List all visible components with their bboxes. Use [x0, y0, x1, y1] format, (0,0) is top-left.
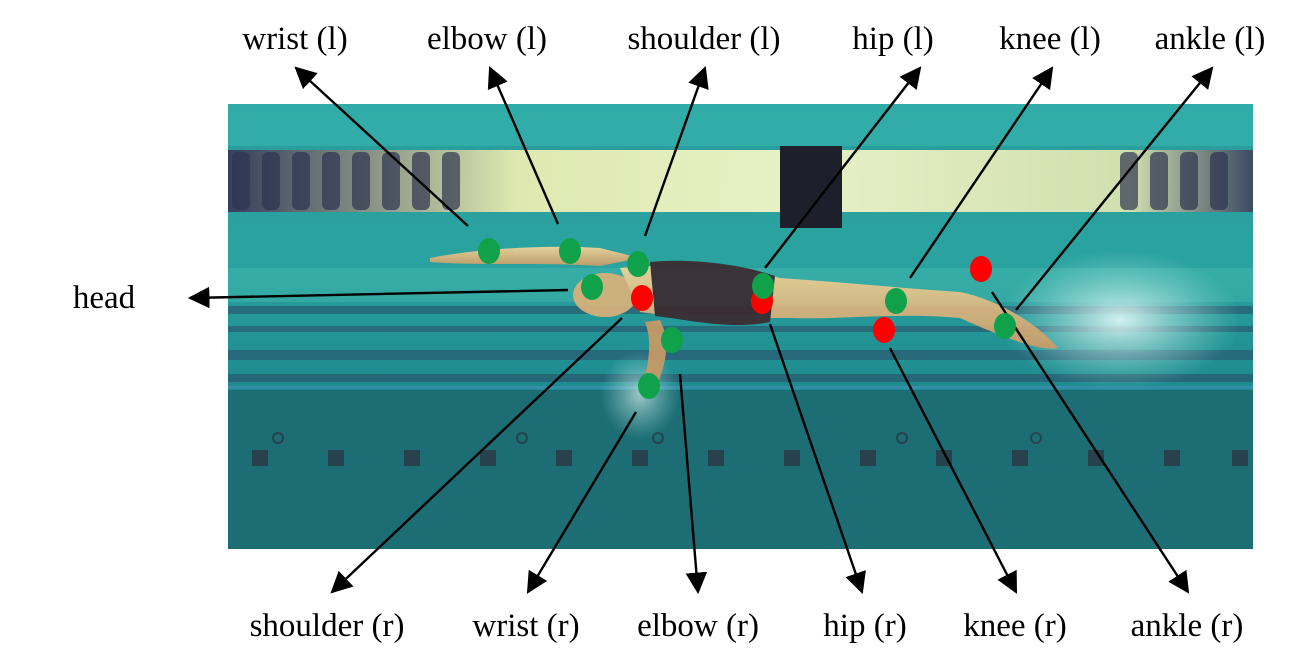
keypoint-shoulder-r — [631, 285, 653, 311]
keypoint-ankle-l — [994, 313, 1016, 339]
arrow-knee-r — [888, 347, 1018, 594]
keypoint-wrist-l — [478, 238, 500, 264]
arrow-knee-l — [909, 66, 1054, 279]
arrow-hip-r — [768, 323, 866, 595]
kick-splash — [1000, 250, 1240, 390]
label-hip-l: hip (l) — [852, 21, 934, 57]
lane-rope — [228, 150, 1253, 212]
arrow-hip-l — [764, 66, 922, 269]
keypoint-shoulder-l — [627, 251, 649, 277]
arrow-wrist-r — [526, 411, 638, 594]
arrow-ankle-l — [1015, 66, 1214, 311]
lane-rope-floats — [232, 152, 1228, 210]
label-wrist-r: wrist (r) — [472, 608, 579, 644]
keypoint-knee-r — [873, 317, 895, 343]
arrow-ankle-r — [990, 291, 1190, 594]
keypoints — [478, 238, 1016, 399]
label-elbow-l: elbow (l) — [427, 21, 547, 57]
label-shoulder-l: shoulder (l) — [627, 21, 780, 57]
label-ankle-r: ankle (r) — [1131, 608, 1244, 644]
label-hip-r: hip (r) — [823, 608, 906, 644]
arrow-elbow-l — [487, 66, 560, 225]
arrow-shoulder-l — [643, 65, 709, 237]
keypoint-hip-l — [752, 273, 774, 299]
label-knee-l: knee (l) — [999, 21, 1101, 57]
keypoint-elbow-r — [661, 327, 683, 353]
keypoint-knee-l — [885, 288, 907, 314]
labels: wrist (l) elbow (l) shoulder (l) hip (l)… — [73, 21, 1266, 644]
arrow-elbow-r — [678, 373, 708, 595]
label-knee-r: knee (r) — [963, 608, 1067, 644]
keypoint-head — [581, 274, 603, 300]
keypoint-ankle-r — [970, 256, 992, 282]
keypoint-wrist-r — [638, 373, 660, 399]
floor-squares — [252, 450, 1248, 466]
callout-arrows — [187, 65, 1214, 595]
keypoint-elbow-l — [559, 238, 581, 264]
swimmer-photo — [228, 104, 1253, 549]
label-ankle-l: ankle (l) — [1155, 21, 1266, 57]
label-wrist-l: wrist (l) — [242, 21, 347, 57]
arrow-wrist-l — [294, 66, 469, 227]
label-shoulder-r: shoulder (r) — [250, 608, 405, 644]
arrow-shoulder-r — [330, 317, 623, 594]
label-elbow-r: elbow (r) — [637, 608, 759, 644]
arrow-head — [187, 286, 569, 309]
label-head: head — [73, 280, 136, 316]
dark-marker — [780, 146, 842, 228]
pool-floor — [228, 390, 1253, 549]
